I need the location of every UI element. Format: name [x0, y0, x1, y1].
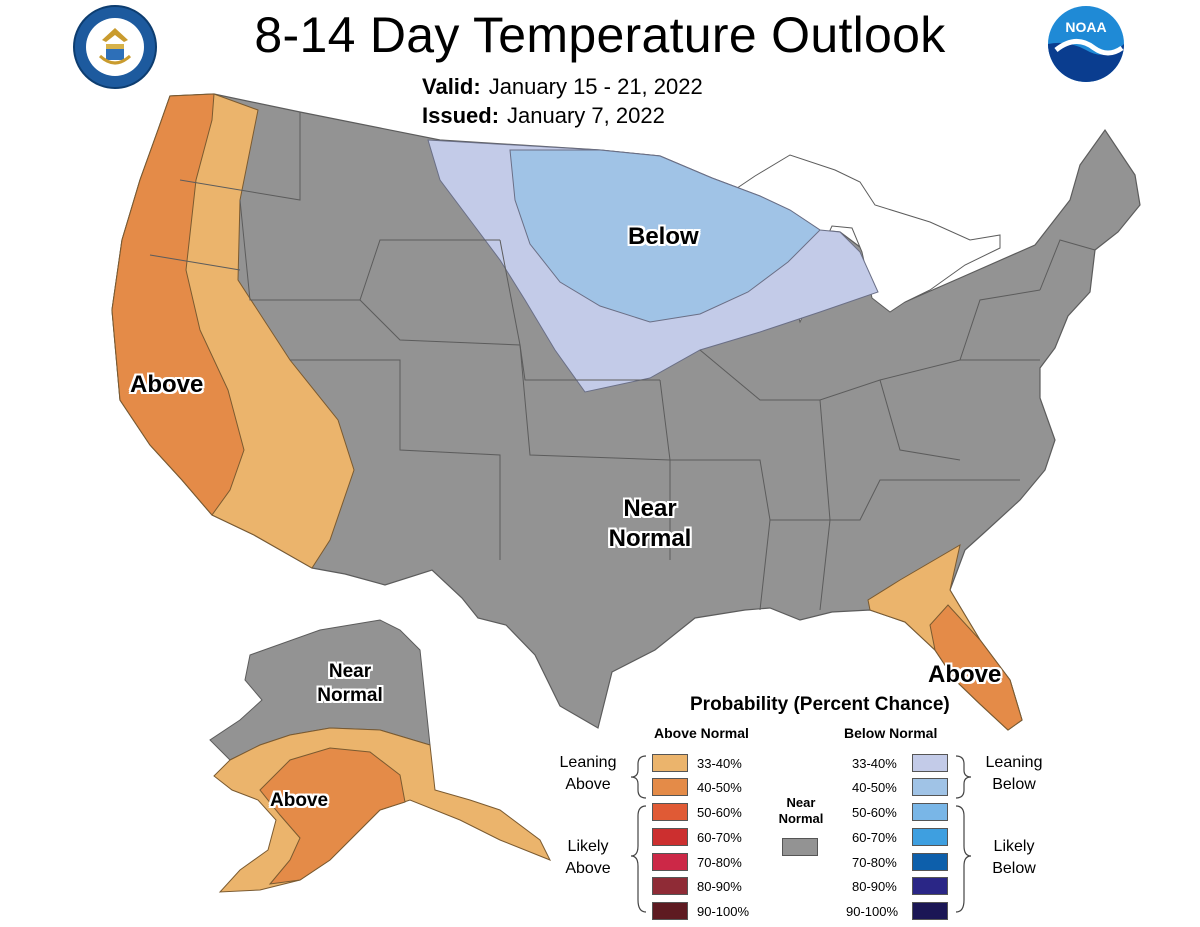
alaska-above-likely-region	[259, 747, 406, 885]
legend-leaning-below-2: Below	[992, 776, 1036, 793]
label-center-normal: Normal	[608, 525, 692, 552]
commerce-seal-logo	[73, 5, 157, 89]
noaa-logo: NOAA	[1048, 6, 1124, 82]
valid-dates: Valid: January 15 - 21, 2022	[422, 74, 703, 100]
legend-near-normal-label: Near Normal	[770, 795, 832, 827]
label-west-above: Above	[130, 371, 204, 398]
legend-leaning-above: Leaning Above	[552, 752, 624, 796]
label-florida-above: Above	[928, 661, 1002, 688]
label-alaska-near: Near	[328, 661, 372, 682]
state-boundaries	[149, 112, 1096, 611]
legend-swatch-above-90-100	[652, 902, 688, 920]
legend-pct-above-70-80: 70-80%	[697, 855, 742, 870]
below-likely-region	[509, 149, 821, 323]
legend-pct-above-50-60: 50-60%	[697, 805, 742, 820]
legend-above-header: Above Normal	[654, 725, 749, 741]
legend-pct-above-40-50: 40-50%	[697, 780, 742, 795]
valid-value: January 15 - 21, 2022	[488, 74, 703, 99]
legend-likely-above-2: Above	[565, 860, 611, 877]
issued-label: Issued:	[422, 103, 500, 128]
valid-label: Valid:	[422, 74, 481, 99]
legend-pct-above-80-90: 80-90%	[697, 879, 742, 894]
legend-swatch-near-normal	[782, 838, 818, 856]
issued-value: January 7, 2022	[507, 103, 665, 128]
legend-below-braces	[955, 755, 972, 913]
legend-swatch-below-80-90	[912, 877, 948, 895]
legend-likely-above-1: Likely	[567, 838, 609, 855]
noaa-logo-text: NOAA	[1065, 19, 1106, 35]
legend-pct-below-80-90: 80-90%	[852, 879, 897, 894]
legend-swatch-below-40-50	[912, 778, 948, 796]
west-above-likely-region	[111, 93, 245, 516]
legend-likely-below: Likely Below	[978, 836, 1050, 880]
legend-swatch-above-50-60	[652, 803, 688, 821]
legend-swatch-below-90-100	[912, 902, 948, 920]
legend-likely-below-2: Below	[992, 860, 1036, 877]
florida-above-likely-region	[929, 604, 1023, 731]
label-center-near: Near	[623, 495, 677, 522]
label-alaska-near-normal: Near Normal	[300, 660, 400, 708]
legend-swatch-above-60-70	[652, 828, 688, 846]
legend-swatch-below-50-60	[912, 803, 948, 821]
legend-swatch-below-70-80	[912, 853, 948, 871]
legend-below-header: Below Normal	[844, 725, 938, 741]
legend-pct-below-33-40: 33-40%	[852, 756, 897, 771]
legend-likely-above: Likely Above	[552, 836, 624, 880]
legend-pct-below-40-50: 40-50%	[852, 780, 897, 795]
legend-near-line1: Near	[786, 795, 816, 810]
legend-title: Probability (Percent Chance)	[690, 694, 950, 715]
legend-leaning-above-2: Above	[565, 776, 611, 793]
label-alaska-normal: Normal	[317, 685, 383, 706]
label-alaska-above: Above	[270, 790, 329, 811]
legend-swatch-above-80-90	[652, 877, 688, 895]
legend-swatch-below-33-40	[912, 754, 948, 772]
legend-swatch-below-60-70	[912, 828, 948, 846]
legend-pct-below-90-100: 90-100%	[846, 904, 899, 919]
legend-near-line2: Normal	[778, 811, 824, 826]
label-north-below: Below	[628, 223, 699, 250]
legend-leaning-above-1: Leaning	[559, 754, 617, 771]
legend-pct-above-33-40: 33-40%	[697, 756, 742, 771]
alaska-above-leaning-region	[213, 727, 552, 893]
legend-leaning-below-1: Leaning	[985, 754, 1043, 771]
legend-above-braces	[630, 755, 647, 913]
issued-date: Issued: January 7, 2022	[422, 103, 665, 129]
legend-likely-below-1: Likely	[993, 838, 1035, 855]
legend-pct-below-70-80: 70-80%	[852, 855, 897, 870]
map-title: 8-14 Day Temperature Outlook	[254, 7, 946, 63]
legend-pct-above-60-70: 60-70%	[697, 830, 742, 845]
legend-leaning-below: Leaning Below	[978, 752, 1050, 796]
legend-swatch-above-40-50	[652, 778, 688, 796]
legend-pct-above-90-100: 90-100%	[697, 904, 750, 919]
legend-pct-below-50-60: 50-60%	[852, 805, 897, 820]
label-center-near-normal: Near Normal	[590, 494, 710, 554]
legend-swatch-above-70-80	[652, 853, 688, 871]
legend-swatch-above-33-40	[652, 754, 688, 772]
legend-pct-below-60-70: 60-70%	[852, 830, 897, 845]
